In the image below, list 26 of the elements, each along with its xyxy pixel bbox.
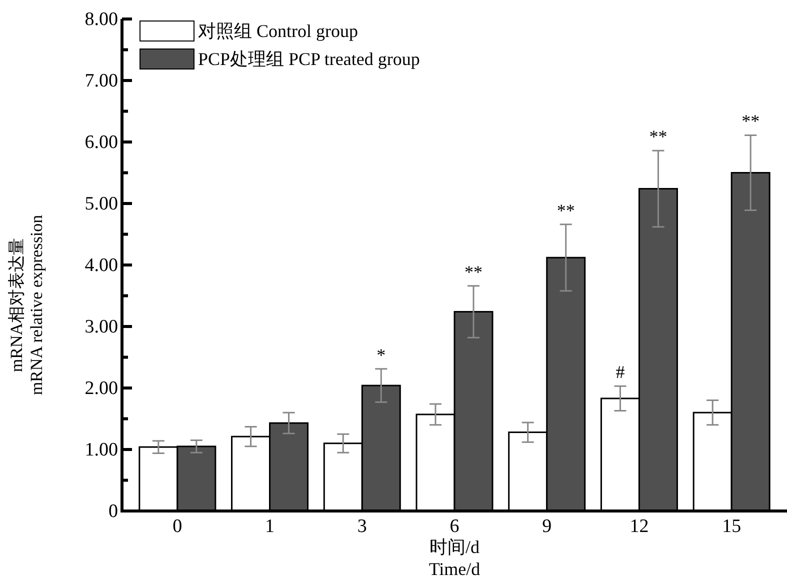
x-tick-label: 15 (722, 516, 742, 537)
x-tick-label: 6 (450, 516, 460, 537)
y-tick-label: 5.00 (84, 194, 118, 214)
y-tick-label: 7.00 (84, 70, 118, 92)
y-tick-label: 4.00 (84, 255, 118, 276)
annotation: ** (464, 262, 482, 282)
x-tick-label: 1 (265, 516, 275, 537)
y-tick-label: 3.00 (84, 316, 118, 338)
annotation: ** (556, 200, 575, 220)
annotation: ** (742, 111, 760, 132)
y-tick-label: 2.00 (84, 378, 118, 399)
legend-label: PCP处理组 PCP treated group (198, 49, 420, 69)
y-tick-label: 1.00 (84, 440, 118, 460)
x-tick-label: 3 (357, 516, 367, 537)
x-tick-label: 12 (630, 516, 649, 537)
annotation: # (616, 362, 625, 382)
y-tick-label: 6.00 (84, 132, 118, 153)
x-axis-title: 时间/d Time/d (428, 537, 480, 577)
annotation: * (376, 344, 386, 365)
y-tick-label: 8.00 (84, 9, 118, 30)
legend-label: 对照组 Control group (198, 21, 358, 41)
x-tick-label: 9 (542, 516, 552, 537)
y-tick-label: 0 (108, 501, 118, 522)
x-tick-label: 0 (172, 516, 182, 537)
annotation: ** (649, 126, 668, 147)
y-axis-title: mRNA相对表达量 mRNA relative expression (7, 214, 46, 396)
